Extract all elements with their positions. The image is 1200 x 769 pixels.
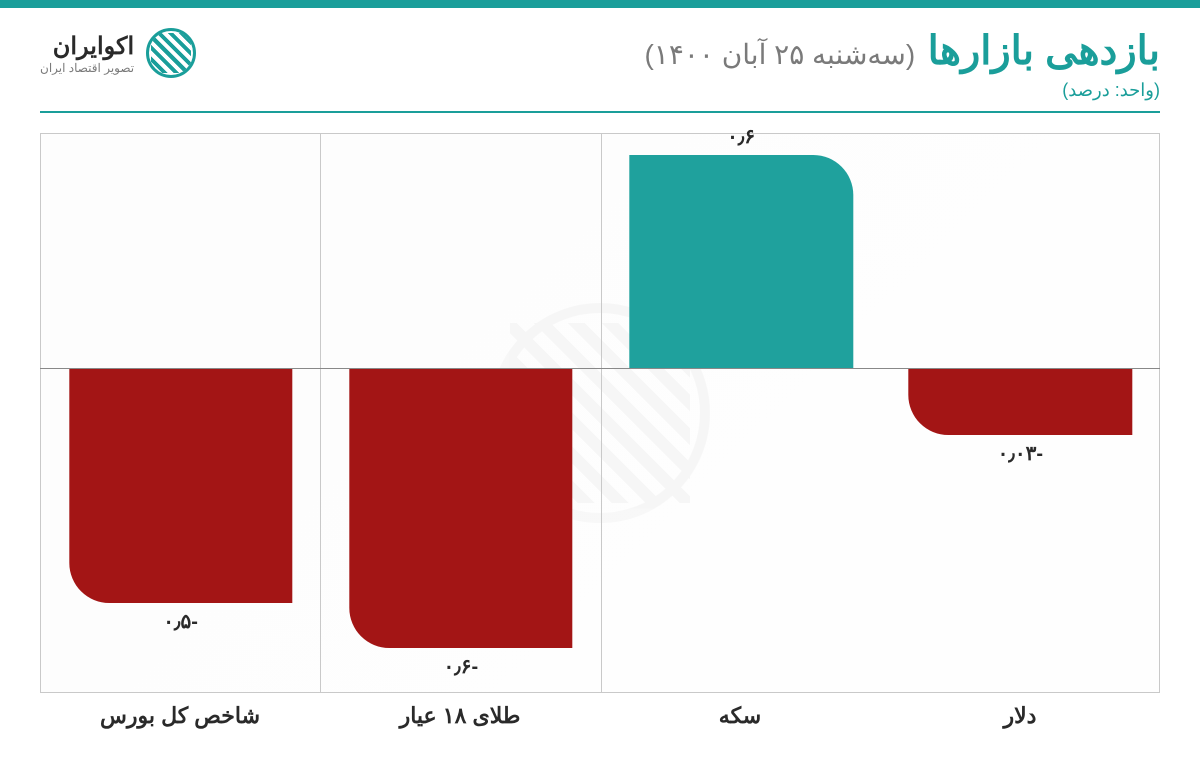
- title-block: بازدهی بازارها (سه‌شنبه ۲۵ آبان ۱۴۰۰) (و…: [644, 28, 1160, 101]
- header-divider: [40, 111, 1160, 113]
- bar-value-label: -۰٫۶: [444, 654, 479, 679]
- chart-area: -۰٫۵ -۰٫۶ ۰٫۶ -۰٫۰۳: [40, 133, 1160, 693]
- chart-column: -۰٫۶: [320, 133, 600, 693]
- chart-date: (سه‌شنبه ۲۵ آبان ۱۴۰۰): [644, 39, 915, 70]
- bar: [349, 368, 572, 648]
- chart-unit: (واحد: درصد): [644, 80, 1160, 101]
- chart-columns: -۰٫۵ -۰٫۶ ۰٫۶ -۰٫۰۳: [40, 133, 1160, 693]
- header: بازدهی بازارها (سه‌شنبه ۲۵ آبان ۱۴۰۰) (و…: [0, 8, 1200, 111]
- axis-labels: شاخص کل بورسطلای ۱۸ عیارسکهدلار: [40, 703, 1160, 729]
- axis-label: دلار: [880, 703, 1160, 729]
- bar: [629, 155, 852, 368]
- logo-name: اکوایران: [40, 32, 134, 61]
- chart-baseline: [40, 368, 1160, 369]
- bar-value-label: -۰٫۰۳: [998, 441, 1043, 466]
- axis-label: شاخص کل بورس: [40, 703, 320, 729]
- bar-value-label: -۰٫۵: [163, 609, 198, 634]
- bar: [909, 368, 1132, 435]
- chart-column: ۰٫۶: [601, 133, 881, 693]
- logo: اکوایران تصویر اقتصاد ایران: [40, 28, 196, 78]
- bar-value-label: ۰٫۶: [727, 124, 755, 149]
- axis-label: سکه: [600, 703, 880, 729]
- logo-tagline: تصویر اقتصاد ایران: [40, 61, 134, 75]
- top-accent-bar: [0, 0, 1200, 8]
- logo-icon: [146, 28, 196, 78]
- axis-label: طلای ۱۸ عیار: [320, 703, 600, 729]
- bar: [69, 368, 292, 603]
- chart-title: بازدهی بازارها: [928, 29, 1160, 73]
- chart-column: -۰٫۰۳: [881, 133, 1160, 693]
- chart-column: -۰٫۵: [40, 133, 320, 693]
